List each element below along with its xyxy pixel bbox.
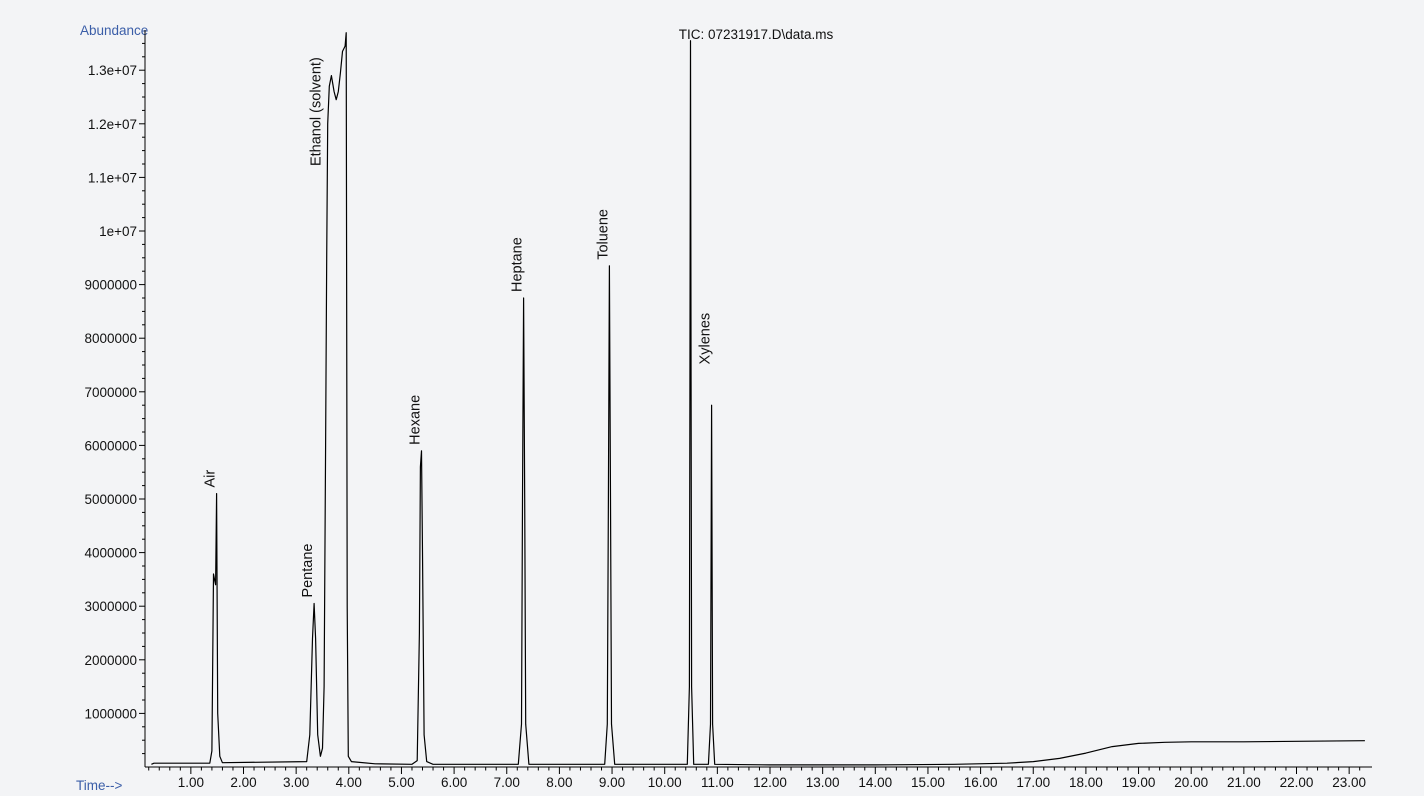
x-tick-label: 2.00 [230, 775, 256, 790]
x-tick-label: 15.00 [911, 775, 945, 790]
x-tick-label: 17.00 [1016, 775, 1050, 790]
chart-title: TIC: 07231917.D\data.ms [679, 27, 834, 42]
x-tick-label: 18.00 [1069, 775, 1103, 790]
peak-labels-group: Air Pentane Ethanol (solvent) Hexane Heptane… [203, 57, 714, 597]
peak-label: Air [203, 470, 219, 488]
x-tick-label: 13.00 [806, 775, 840, 790]
y-tick-label: 4000000 [84, 546, 137, 561]
y-tick-label: 8000000 [84, 331, 137, 346]
x-tick-label: 16.00 [964, 775, 998, 790]
y-tick-label: 1.3e+07 [88, 63, 137, 78]
x-tick-label: 19.00 [1122, 775, 1156, 790]
x-tick-label: 11.00 [701, 775, 734, 790]
peak-label: Hexane [407, 395, 423, 445]
y-tick-label: 6000000 [84, 438, 137, 453]
x-tick-label: 3.00 [283, 775, 309, 790]
y-tick-label: 5000000 [84, 492, 137, 507]
x-tick-label: 4.00 [336, 775, 362, 790]
peak-label: Pentane [300, 544, 316, 598]
axes-group: 1000000 2000000 3000000 4000000 5000000 60000… [84, 30, 1372, 790]
x-tick-label: 14.00 [858, 775, 892, 790]
y-axis-label: Abundance [80, 23, 148, 38]
tic-trace-line [151, 32, 1365, 766]
x-tick-label: 10.00 [648, 775, 682, 790]
x-tick-label: 12.00 [753, 775, 787, 790]
y-tick-label: 1e+07 [99, 224, 137, 239]
x-tick-label: 8.00 [546, 775, 572, 790]
peak-label: Ethanol (solvent) [309, 57, 325, 166]
x-tick-label: 6.00 [441, 775, 467, 790]
x-tick-label: 20.00 [1174, 775, 1208, 790]
y-tick-label: 1000000 [84, 706, 137, 721]
x-tick-label: 9.00 [599, 775, 625, 790]
x-axis-label: Time--> [76, 778, 122, 793]
x-tick-label: 23.00 [1332, 775, 1366, 790]
x-tick-label: 21.00 [1227, 775, 1261, 790]
x-tick-label: 7.00 [494, 775, 520, 790]
peak-label: Toluene [595, 209, 611, 260]
peak-label: Heptane [510, 237, 526, 292]
y-tick-label: 9000000 [84, 278, 137, 293]
x-tick-label: 22.00 [1280, 775, 1314, 790]
y-tick-label: 1.1e+07 [88, 170, 137, 185]
y-tick-label: 3000000 [84, 599, 137, 614]
y-tick-label: 7000000 [84, 385, 137, 400]
y-tick-label: 1.2e+07 [88, 117, 137, 132]
trace-group [151, 32, 1365, 766]
y-tick-label: 2000000 [84, 653, 137, 668]
x-tick-label: 1.00 [178, 775, 204, 790]
peak-label: Xylenes [698, 313, 714, 365]
x-tick-label: 5.00 [388, 775, 414, 790]
